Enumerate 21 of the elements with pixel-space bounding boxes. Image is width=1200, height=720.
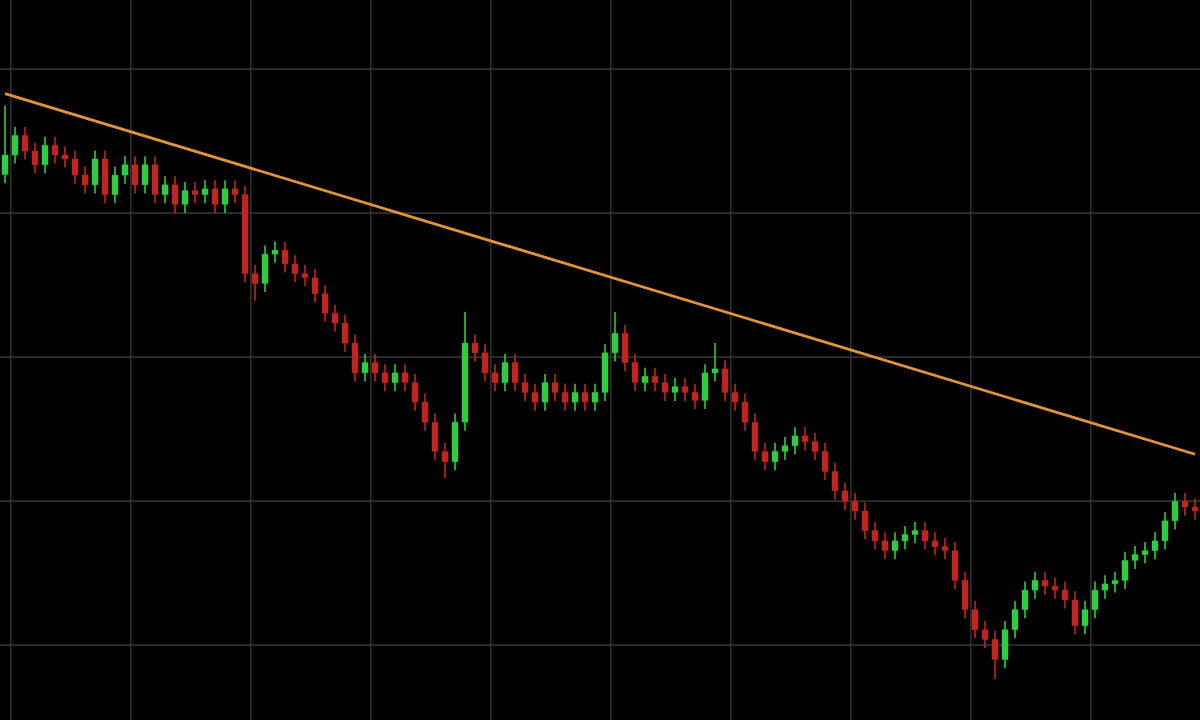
candlestick (181, 181, 189, 214)
candlestick (171, 175, 179, 214)
candlestick (541, 373, 549, 412)
candlestick (641, 366, 649, 393)
candlestick (41, 135, 49, 175)
candlestick (361, 353, 369, 383)
candlestick (211, 179, 219, 214)
candlestick (161, 175, 169, 204)
candlestick (501, 353, 509, 393)
candlestick (141, 155, 149, 195)
candlestick (391, 363, 399, 393)
candlestick (191, 181, 199, 204)
candlestick (101, 149, 109, 204)
candlestick (581, 382, 589, 412)
candlestick (671, 377, 679, 402)
candlestick (571, 382, 579, 412)
candlestick (131, 155, 139, 195)
candlestick (221, 179, 229, 214)
candlestick (151, 155, 159, 204)
candlestick (201, 179, 209, 204)
candlestick (91, 149, 99, 195)
